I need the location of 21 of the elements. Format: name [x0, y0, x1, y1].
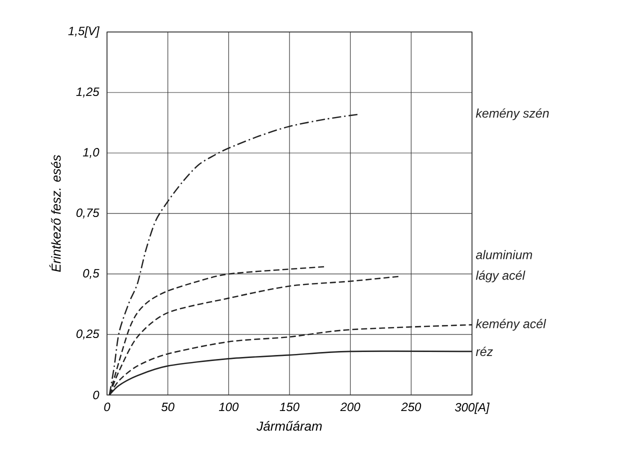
y-tick-label: 0,75 — [76, 208, 100, 218]
x-tick-label: 250 — [401, 402, 422, 412]
x-tick-label: 100 — [218, 402, 239, 412]
y-tick-label: 0 — [93, 390, 100, 400]
y-tick-label: 0,25 — [76, 330, 100, 340]
x-tick-label: 200 — [340, 402, 360, 412]
y-tick-label: 1,25 — [76, 88, 100, 98]
x-tick-label: 300[A] — [454, 402, 490, 414]
x-tick-label: 50 — [161, 402, 174, 412]
x-axis-title: Járműáram — [256, 421, 322, 431]
y-tick-label: 1,5[V] — [68, 26, 100, 38]
text: kemény szén — [476, 108, 549, 120]
y-tick-label: 1,0 — [82, 148, 100, 158]
series-label: kemény acél — [476, 318, 546, 331]
y-axis-title: Érintkező fesz. esés — [49, 155, 61, 272]
text: aluminium — [476, 250, 532, 260]
x-tick-label: 0 — [104, 402, 110, 412]
series-label: réz — [476, 346, 493, 356]
x-tick-label: 150 — [280, 402, 300, 412]
text: lágy acél — [476, 270, 526, 282]
y-tick-label: 0,5 — [83, 269, 100, 279]
